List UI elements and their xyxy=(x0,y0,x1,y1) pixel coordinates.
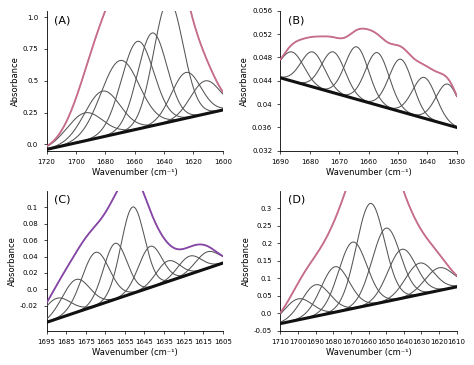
Y-axis label: Absorbance: Absorbance xyxy=(9,236,18,285)
X-axis label: Wavenumber (cm⁻¹): Wavenumber (cm⁻¹) xyxy=(326,168,411,177)
Text: (A): (A) xyxy=(54,15,70,25)
X-axis label: Wavenumber (cm⁻¹): Wavenumber (cm⁻¹) xyxy=(326,348,411,357)
Y-axis label: Absorbance: Absorbance xyxy=(242,236,251,285)
Y-axis label: Absorbance: Absorbance xyxy=(11,56,20,106)
Text: (D): (D) xyxy=(288,195,305,205)
X-axis label: Wavenumber (cm⁻¹): Wavenumber (cm⁻¹) xyxy=(92,348,178,357)
Text: (B): (B) xyxy=(288,15,304,25)
X-axis label: Wavenumber (cm⁻¹): Wavenumber (cm⁻¹) xyxy=(92,168,178,177)
Text: (C): (C) xyxy=(54,195,70,205)
Y-axis label: Absorbance: Absorbance xyxy=(240,56,249,106)
